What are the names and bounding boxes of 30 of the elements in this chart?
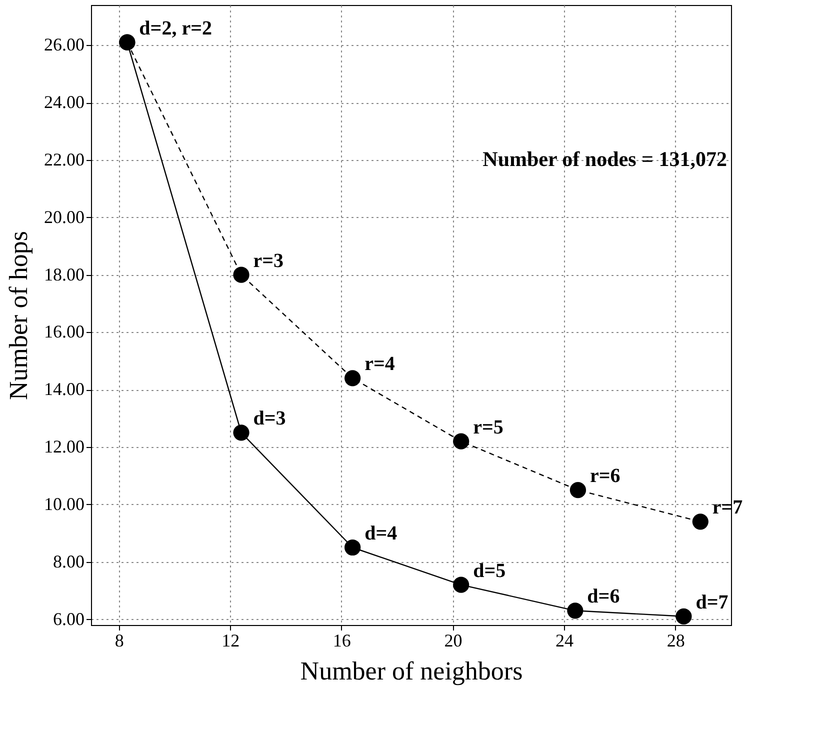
x-axis-title: Number of neighbors: [300, 656, 523, 686]
y-axis-title: Number of hops: [4, 231, 33, 400]
annotation: r=5: [473, 416, 504, 438]
x-tick-label: 12: [222, 630, 240, 650]
y-tick-label: 26.00: [44, 34, 84, 55]
x-tick-label: 20: [444, 630, 462, 650]
annotation: d=6: [587, 586, 620, 608]
x-tick-label: 16: [332, 630, 351, 650]
annotation: d=7: [696, 591, 728, 614]
y-tick-label: 10.00: [44, 494, 84, 514]
y-tick-label: 16.00: [44, 322, 84, 342]
y-tick-label: 8.00: [53, 551, 84, 572]
x-tick-label: 28: [666, 630, 685, 650]
y-tick-label: 18.00: [44, 264, 84, 284]
annotation: Number of nodes = 131,072: [482, 147, 727, 171]
y-tick-label: 6.00: [53, 608, 84, 629]
annotation: d=3: [253, 408, 286, 430]
annotation: d=2, r=2: [139, 17, 212, 40]
x-tick-label: 8: [114, 630, 124, 650]
y-tick-label: 20.00: [44, 206, 84, 227]
y-tick-label: 24.00: [44, 92, 84, 112]
annotation: r=6: [590, 465, 620, 488]
y-tick-label: 12.00: [44, 436, 84, 457]
annotation: r=3: [253, 250, 284, 272]
annotation: r=4: [364, 353, 395, 376]
annotation: d=5: [473, 560, 506, 582]
annotation: d=4: [364, 522, 398, 544]
x-tick-label: 24: [556, 630, 574, 650]
y-tick-label: 22.00: [44, 150, 84, 170]
y-tick-label: 14.00: [44, 379, 84, 400]
